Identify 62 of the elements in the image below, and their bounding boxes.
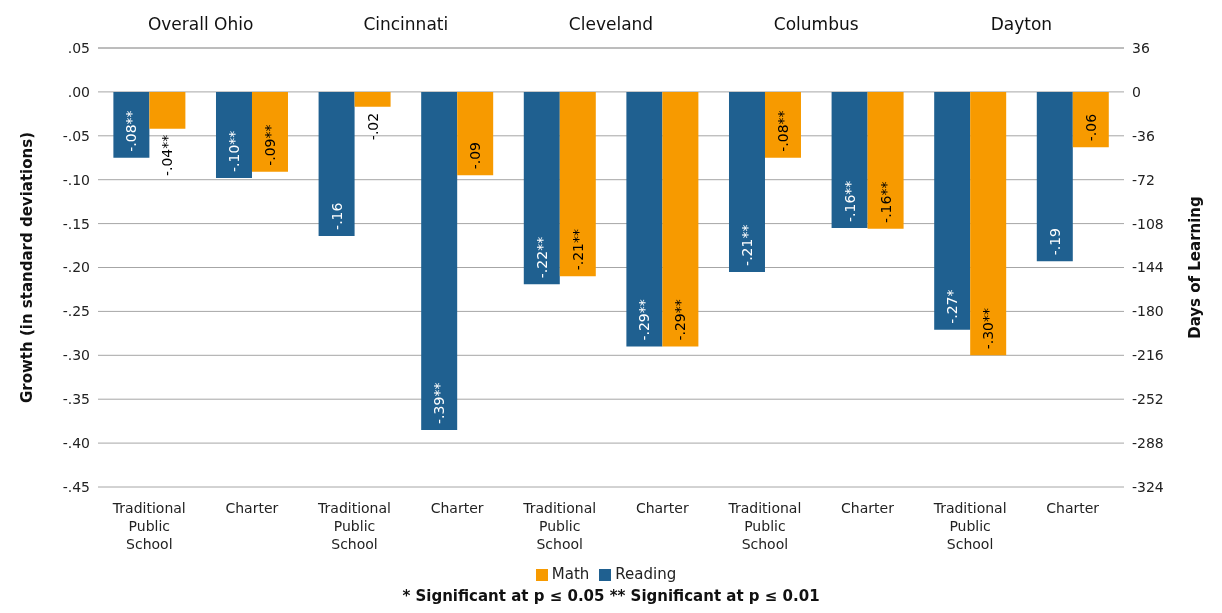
x-tick-label: Charter [635, 500, 689, 516]
data-label: -.16** [877, 181, 894, 223]
x-tick-label: Charter [430, 500, 484, 516]
y2-tick-label: -252 [1132, 391, 1164, 408]
legend-label: Reading [615, 565, 677, 583]
data-label: -.09** [261, 124, 278, 166]
data-label: -.21** [569, 228, 586, 271]
y-tick-label: -.30 [62, 347, 90, 364]
data-label: -.08** [774, 110, 791, 152]
x-tick-label: Traditional Public School [522, 500, 597, 552]
data-label: -.39** [431, 382, 448, 424]
y2-tick-label: -108 [1132, 215, 1164, 232]
y-tick-label: -.25 [62, 303, 90, 320]
legend-label: Math [551, 565, 590, 583]
y2-tick-label: -324 [1132, 478, 1164, 495]
y2-tick-label: -216 [1132, 347, 1164, 364]
data-label: -.21** [738, 224, 755, 266]
y2-tick-label: 0 [1132, 83, 1141, 100]
x-tick-label: Charter [225, 500, 279, 516]
y-tick-label: .05 [67, 39, 90, 56]
data-label: -.19 [1046, 228, 1063, 256]
y-tick-label: -.20 [62, 259, 90, 276]
y-tick-label: -.15 [62, 215, 90, 232]
x-tick-label: Traditional Public School [111, 500, 186, 552]
y-tick-label: -.10 [62, 171, 90, 188]
data-label: -.09 [467, 141, 484, 170]
data-label: -.04** [159, 134, 176, 177]
y2-tick-label: -288 [1132, 435, 1164, 452]
data-label: -.02 [364, 112, 381, 141]
data-label: -.06 [1082, 113, 1099, 142]
y-axis-title: Growth (in standard deviations) [18, 132, 37, 403]
text: Overall Ohio [146, 14, 255, 34]
y2-axis-title: Days of Learning [1186, 196, 1205, 339]
y-tick-label: .00 [67, 83, 90, 100]
x-tick-label: Traditional Public School [727, 500, 802, 552]
text: Cincinnati [362, 14, 450, 34]
y-tick-label: -.40 [62, 435, 90, 452]
y2-tick-label: -180 [1132, 303, 1164, 320]
y2-tick-label: -144 [1132, 259, 1164, 276]
y-tick-label: -.45 [62, 478, 90, 495]
data-label: -.29** [672, 299, 689, 341]
text: Cleveland [567, 14, 655, 34]
y2-tick-label: -36 [1132, 127, 1155, 144]
data-label: -.16 [328, 202, 345, 230]
x-tick-label: Traditional Public School [317, 500, 391, 552]
x-tick-label: Traditional Public School [932, 500, 1007, 552]
data-label: -.08** [123, 110, 140, 152]
x-tick-label: Charter [1046, 500, 1100, 516]
y2-tick-label: 36 [1132, 39, 1150, 56]
data-label: -.16** [841, 180, 858, 222]
data-label: -.29** [636, 299, 653, 341]
text: * Significant at p ≤ 0.05 ** Significant at p ≤ 0.01 [401, 587, 821, 605]
data-label: -.22** [533, 236, 550, 279]
data-label: -.30** [980, 307, 997, 350]
text: Columbus [772, 14, 860, 34]
y-tick-label: -.35 [62, 391, 90, 408]
y2-tick-label: -72 [1132, 171, 1155, 188]
text: Dayton [989, 14, 1054, 34]
y-tick-label: -.05 [62, 127, 90, 144]
x-tick-label: Charter [841, 500, 895, 516]
data-label: -.27* [944, 289, 961, 324]
data-label: -.10** [225, 130, 242, 172]
